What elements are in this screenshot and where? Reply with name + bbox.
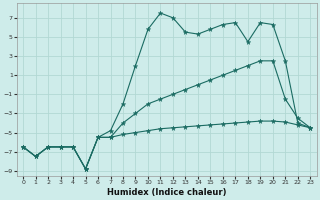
X-axis label: Humidex (Indice chaleur): Humidex (Indice chaleur) xyxy=(107,188,227,197)
